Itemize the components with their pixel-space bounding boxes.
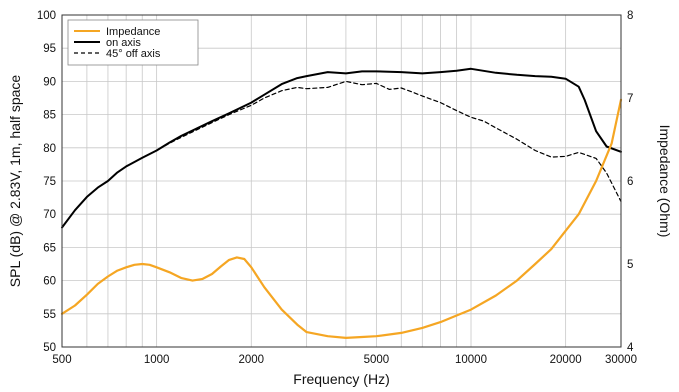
x-tick-label: 5000 [364,354,390,366]
y-tick-label: 70 [43,209,56,221]
y2-tick-label: 6 [627,176,633,188]
series-line-45-off-axis [61,80,622,229]
x-tick-label: 30000 [605,354,637,366]
y2-axis-title: Impedance (Ohm) [657,125,673,238]
series-line-impedance [60,98,623,339]
y-tick-label: 80 [43,143,56,155]
y2-tick-label: 5 [627,259,633,271]
y-tick-label: 55 [43,309,56,321]
y-tick-label: 95 [43,43,56,55]
y-tick-label: 85 [43,110,56,122]
y-tick-label: 100 [37,10,56,22]
plot-frame [61,14,622,348]
y-tick-label: 65 [43,242,56,254]
x-tick-label: 500 [52,354,71,366]
y-tick-label: 50 [43,342,56,354]
x-axis-title: Frequency (Hz) [293,371,389,387]
y2-tick-label: 4 [627,342,634,354]
x-tick-label: 1000 [144,354,170,366]
y-tick-label: 75 [43,176,56,188]
legend-label: Impedance [106,26,160,38]
y2-tick-label: 8 [627,10,633,22]
y2-tick-label: 7 [627,93,633,105]
y-tick-label: 90 [43,76,56,88]
series-layer [60,67,623,339]
tick-labels: 500 1000 2000 5000 10000 20000 300005055606570… [37,10,637,366]
legend-label: on axis [106,37,141,49]
x-tick-label: 20000 [550,354,582,366]
legend-label: 45° off axis [106,48,161,60]
series-line-on-axis [61,67,622,229]
x-tick-label: 10000 [455,354,487,366]
y-tick-label: 60 [43,276,56,288]
y-axis-title: SPL (dB) @ 2.83V, 1m, half space [7,75,23,288]
x-tick-label: 2000 [238,354,264,366]
